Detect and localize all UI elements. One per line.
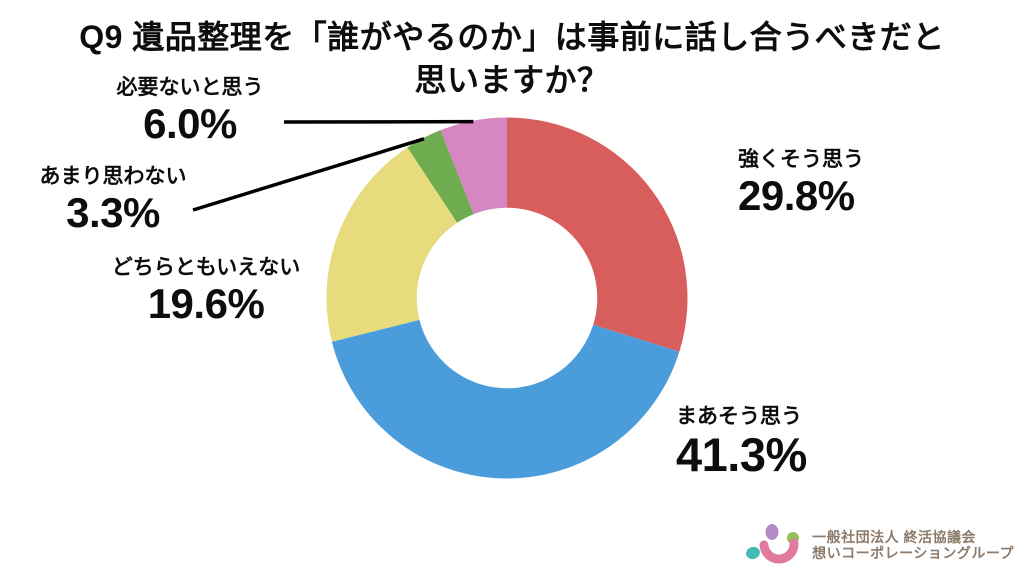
label-neither: どちらともいえない 19.6% (86, 254, 326, 327)
label-somewhat-agree: まあそう思う 41.3% (676, 403, 807, 480)
donut-slice-2 (326, 147, 458, 342)
label-need-not: 必要ないと思う 6.0% (88, 74, 292, 147)
company-logo: 一般社団法人 終活協議会 想いコーポレーショングループ (746, 523, 1014, 567)
label-need-not-text: 必要ないと思う (116, 76, 264, 99)
donut-slice-3 (407, 130, 474, 223)
label-somewhat-agree-text: まあそう思う (676, 405, 802, 428)
label-not-really: あまり思わない 3.3% (13, 163, 213, 236)
company-name-line2: 想いコーポレーショングループ (812, 545, 1014, 561)
donut-slice-1 (331, 319, 680, 479)
label-need-not-value: 6.0% (143, 100, 237, 147)
chart-title-line1: Q9 遺品整理を「誰がやるのか」は事前に話し合うべきだと (79, 19, 945, 55)
donut-slice-0 (507, 117, 688, 352)
logo-dot-teal (746, 546, 761, 560)
company-name-line1: 一般社団法人 終活協議会 (812, 529, 976, 545)
smile-logo-icon (746, 524, 800, 564)
leader-line-slice-3 (192, 137, 425, 212)
label-somewhat-agree-value: 41.3% (676, 428, 807, 481)
logo-smile-arc (759, 538, 799, 564)
label-not-really-text: あまり思わない (39, 165, 187, 188)
label-neither-text: どちらともいえない (111, 256, 301, 279)
company-name: 一般社団法人 終活協議会 想いコーポレーショングループ (812, 529, 1014, 561)
label-not-really-value: 3.3% (66, 189, 160, 236)
logo-dot-purple (765, 524, 779, 540)
label-strong-agree: 強くそう思う 29.8% (738, 146, 864, 219)
chart-title-line2: 思いますか？ (414, 62, 610, 98)
chart-title: Q9 遺品整理を「誰がやるのか」は事前に話し合うべきだと 思いますか？ (0, 16, 1024, 102)
label-strong-agree-value: 29.8% (738, 172, 855, 219)
label-neither-value: 19.6% (147, 280, 265, 327)
donut-slice-4 (440, 117, 507, 215)
label-strong-agree-text: 強くそう思う (738, 148, 864, 171)
